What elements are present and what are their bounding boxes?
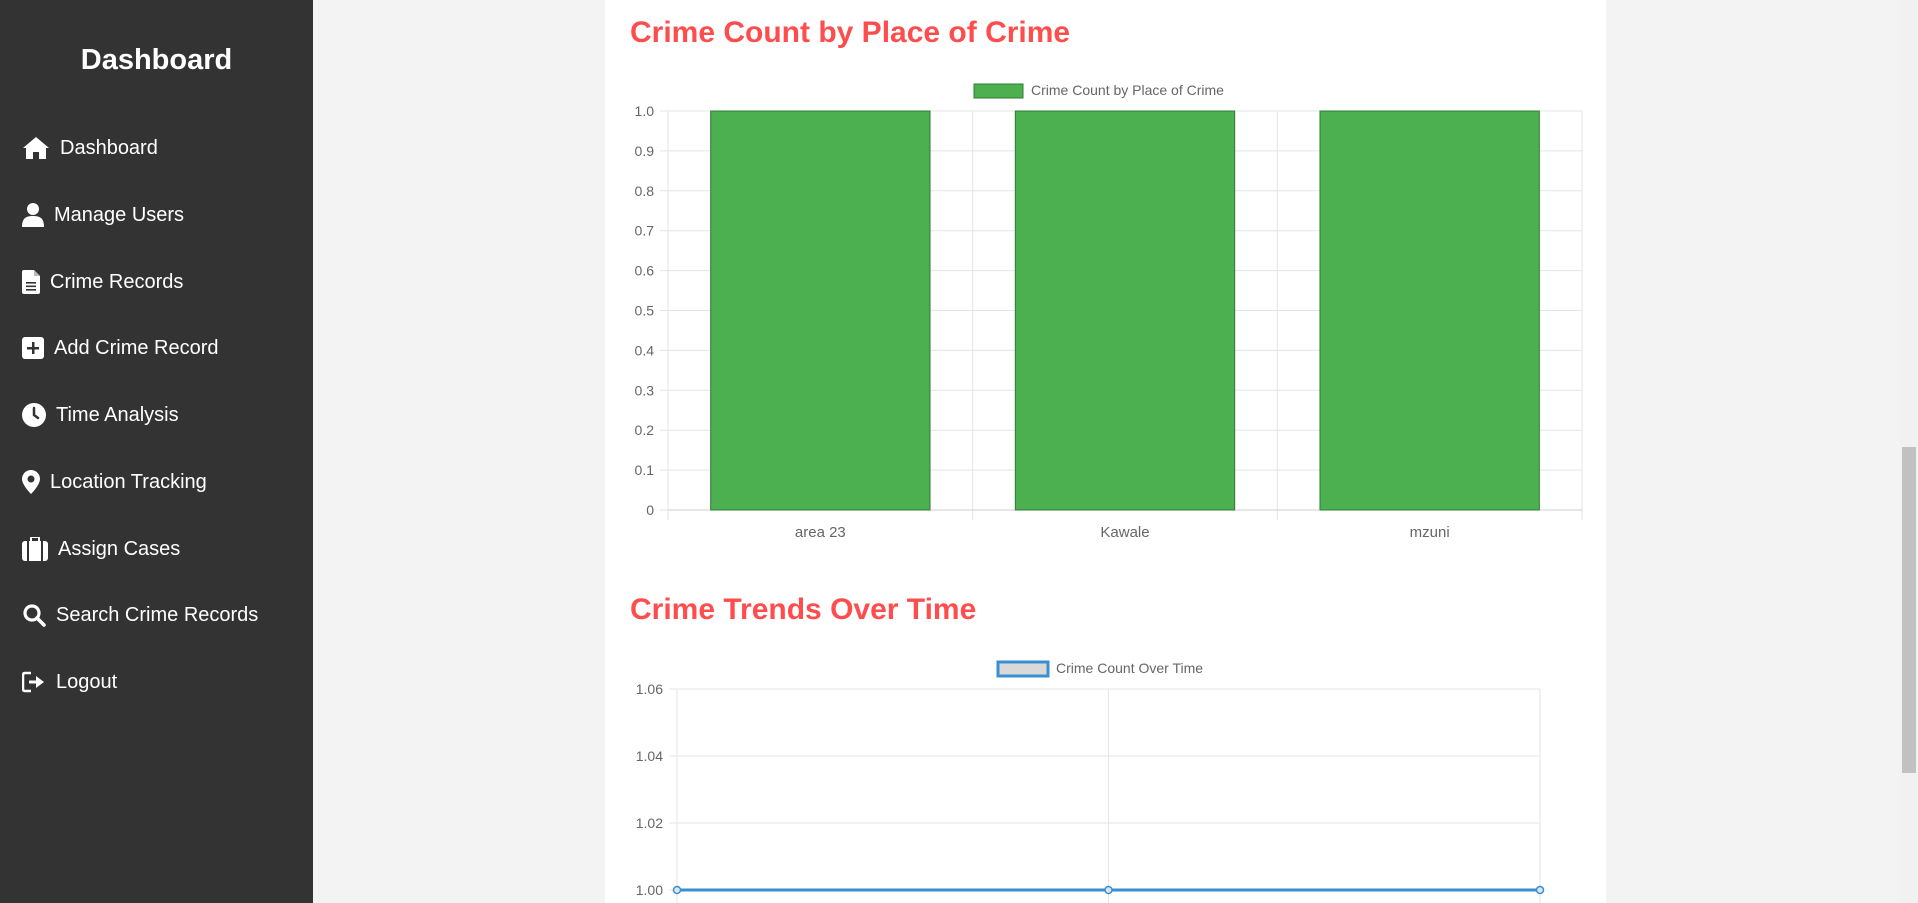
sidebar-item-label: Manage Users xyxy=(54,203,185,226)
clock-icon xyxy=(22,403,46,427)
legend-swatch xyxy=(996,660,1050,678)
home-icon xyxy=(22,136,50,160)
y-tick-label: 0.9 xyxy=(635,143,655,159)
data-point xyxy=(1104,885,1113,895)
scrollbar-thumb[interactable] xyxy=(1902,447,1916,773)
sidebar-title: Dashboard xyxy=(80,44,233,76)
sidebar-item-logout[interactable]: Logout xyxy=(22,662,117,702)
trend-chart-title: Crime Trends Over Time xyxy=(630,593,977,626)
sidebar-item-label: Dashboard xyxy=(60,136,158,159)
sidebar-item-label: Assign Cases xyxy=(58,537,181,560)
legend-swatch xyxy=(973,83,1024,99)
sidebar-item-location-tracking[interactable]: Location Tracking xyxy=(22,462,207,502)
sidebar-item-label: Add Crime Record xyxy=(54,336,219,359)
y-tick-label: 0.6 xyxy=(635,263,655,279)
sidebar-item-label: Location Tracking xyxy=(50,470,207,493)
sidebar-item-crime-records[interactable]: Crime Records xyxy=(22,262,183,302)
place-chart-title: Crime Count by Place of Crime xyxy=(630,16,1071,49)
plus-square-icon xyxy=(22,337,44,359)
user-icon xyxy=(22,203,44,227)
x-tick-label: area 23 xyxy=(795,524,846,541)
sidebar-item-label: Logout xyxy=(56,670,118,693)
legend-label: Crime Count Over Time xyxy=(1056,660,1203,676)
sidebar-item-label: Crime Records xyxy=(50,270,184,293)
y-tick-label: 0.1 xyxy=(635,462,655,478)
file-icon xyxy=(22,270,40,294)
y-tick-label: 0.7 xyxy=(635,223,655,239)
sidebar: Dashboard Dashboard Manage Users Crime R… xyxy=(0,0,313,903)
y-tick-label: 1.02 xyxy=(636,815,663,831)
map-pin-icon xyxy=(22,470,40,494)
sidebar-item-manage-users[interactable]: Manage Users xyxy=(22,195,184,235)
y-tick-label: 0.4 xyxy=(635,342,655,358)
y-tick-label: 0.3 xyxy=(635,382,655,398)
sidebar-item-add-crime-record[interactable]: Add Crime Record xyxy=(22,328,219,368)
y-tick-label: 0.2 xyxy=(635,422,655,438)
x-tick-label: mzuni xyxy=(1410,524,1450,541)
y-tick-label: 1.00 xyxy=(636,882,663,898)
logout-icon xyxy=(22,671,46,693)
sidebar-item-label: Time Analysis xyxy=(56,403,179,426)
y-tick-label: 0.8 xyxy=(635,183,655,199)
bar xyxy=(1014,110,1236,511)
data-point xyxy=(672,885,682,895)
sidebar-item-label: Search Crime Records xyxy=(56,603,259,626)
data-point xyxy=(1535,885,1545,895)
sidebar-item-time-analysis[interactable]: Time Analysis xyxy=(22,395,179,435)
briefcase-icon xyxy=(22,537,48,561)
y-tick-label: 1.06 xyxy=(636,681,663,697)
y-tick-label: 1.0 xyxy=(635,103,655,119)
x-tick-label: Kawale xyxy=(1100,524,1149,541)
bar xyxy=(710,110,931,511)
legend-label: Crime Count by Place of Crime xyxy=(1031,82,1224,98)
bar xyxy=(1319,110,1540,511)
sidebar-item-dashboard[interactable]: Dashboard xyxy=(22,128,158,168)
sidebar-item-search-crime-records[interactable]: Search Crime Records xyxy=(22,595,258,635)
y-tick-label: 0 xyxy=(646,502,654,518)
sidebar-item-assign-cases[interactable]: Assign Cases xyxy=(22,529,180,569)
y-tick-label: 1.04 xyxy=(636,748,663,764)
y-tick-label: 0.5 xyxy=(635,303,655,319)
search-icon xyxy=(22,603,46,627)
